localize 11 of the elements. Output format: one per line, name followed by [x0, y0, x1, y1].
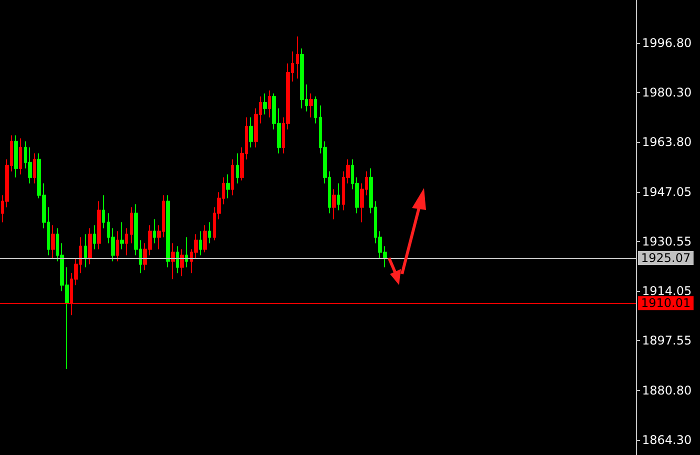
y-tick-label: 1914.05 — [642, 284, 692, 298]
ref-line-label: 1925.07 — [641, 250, 691, 265]
y-tick-label: 1947.05 — [642, 185, 692, 200]
y-tick-label: 1930.55 — [642, 234, 692, 249]
y-tick-label: 1864.30 — [642, 433, 692, 448]
y-tick-label: 1963.80 — [642, 134, 692, 149]
y-tick-label: 1897.55 — [642, 333, 692, 348]
y-tick-label: 1980.30 — [642, 86, 692, 100]
ref-line-label: 1910.01 — [641, 296, 691, 310]
y-tick-label: 1880.80 — [642, 384, 692, 398]
y-tick-label: 1996.80 — [642, 36, 692, 50]
